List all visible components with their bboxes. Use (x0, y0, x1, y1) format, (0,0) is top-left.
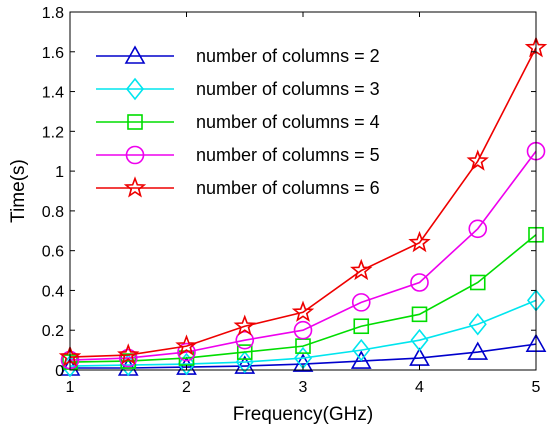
x-axis-label: Frequency(GHz) (233, 404, 373, 425)
legend: number of columns = 2 number of columns =… (96, 45, 380, 198)
series-line (70, 343, 537, 369)
data-point-marker (410, 328, 429, 352)
ticks-layer: 1 2 3 4 5 0 0.2 0.4 0.6 0.8 1 1.2 1.4 1.6 1.8 (42, 5, 541, 396)
y-tick-label: 1.4 (42, 85, 64, 102)
data-point-marker (233, 314, 256, 336)
legend-entry: number of columns = 2 (96, 45, 380, 66)
x-tick-label: 2 (182, 379, 191, 396)
series-line (69, 47, 537, 358)
data-point-marker (469, 274, 486, 291)
x-tick-label: 3 (299, 379, 308, 396)
legend-label: number of columns = 5 (196, 145, 380, 165)
series-line (69, 299, 537, 367)
legend-entry: number of columns = 6 (96, 176, 380, 198)
y-tick-label: 1.8 (42, 5, 64, 22)
data-point-marker (236, 344, 253, 360)
data-point-marker (350, 258, 373, 281)
legend-marker (127, 114, 143, 130)
y-tick-label: 1 (55, 164, 64, 181)
legend-marker (125, 145, 145, 165)
legend-entry: number of columns = 3 (96, 77, 380, 101)
legend-marker (124, 45, 146, 64)
y-tick-label: 1.6 (42, 45, 64, 62)
data-point-marker (235, 330, 255, 350)
legend-marker (123, 176, 147, 198)
y-tick-label: 0.2 (42, 323, 64, 340)
data-point-marker (410, 273, 429, 292)
y-tick-label: 1.2 (42, 124, 64, 141)
data-point-marker (411, 306, 428, 323)
data-point-marker (351, 293, 371, 312)
data-point-marker (467, 341, 489, 360)
data-point-marker (350, 350, 372, 369)
plot-area (70, 12, 536, 370)
data-point-marker (408, 230, 431, 253)
legend-marker (125, 77, 145, 101)
x-tick-label: 1 (66, 379, 75, 396)
data-point-marker (117, 343, 140, 365)
y-tick-label: 0.8 (42, 204, 64, 221)
legend-label: number of columns = 2 (196, 46, 380, 66)
data-point-marker (468, 219, 488, 239)
y-tick-label: 0.4 (42, 283, 64, 300)
legend-label: number of columns = 3 (196, 79, 380, 99)
data-point-marker (118, 348, 138, 368)
data-point-marker (293, 320, 313, 340)
series-line (69, 234, 537, 363)
data-point-marker (466, 149, 489, 171)
legend-entry: number of columns = 5 (96, 145, 380, 165)
data-point-marker (291, 300, 315, 322)
data-point-marker (352, 338, 371, 362)
data-point-marker (177, 342, 196, 362)
x-tick-label: 5 (532, 379, 541, 396)
series-3-columns (60, 289, 546, 378)
data-point-marker (353, 318, 370, 335)
y-tick-label: 0.6 (42, 244, 64, 261)
legend-entry: number of columns = 4 (96, 112, 380, 132)
legend-label: number of columns = 6 (196, 178, 380, 198)
data-point-marker (177, 352, 196, 376)
data-point-marker (175, 334, 198, 356)
data-point-marker (120, 353, 137, 369)
y-tick-label: 0 (55, 363, 64, 380)
data-point-marker (468, 312, 487, 336)
series-line (69, 150, 537, 361)
x-tick-label: 4 (415, 379, 424, 396)
legend-label: number of columns = 4 (196, 112, 380, 132)
y-axis-label: Time(s) (8, 159, 29, 223)
